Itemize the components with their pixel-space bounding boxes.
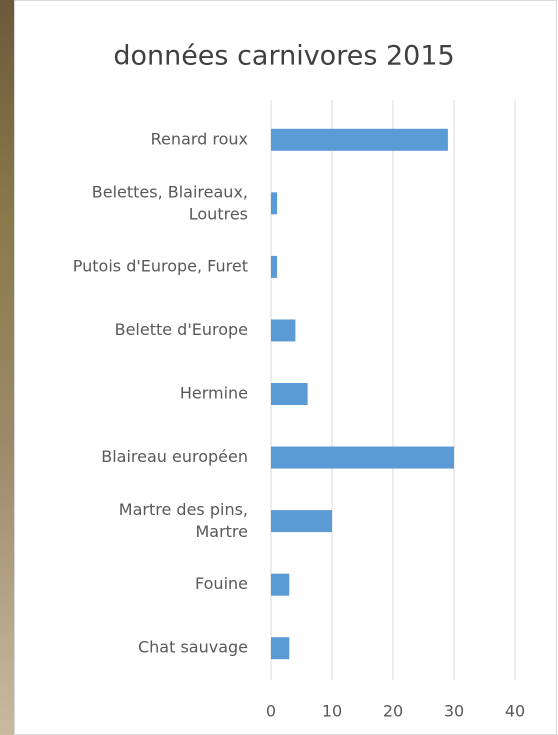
y-tick-label: Hermine (180, 384, 248, 403)
x-tick-label: 40 (505, 702, 525, 721)
chart-frame (15, 1, 557, 735)
y-tick-label: Fouine (195, 574, 248, 593)
bar (271, 319, 295, 341)
bar (271, 383, 308, 405)
x-tick-label: 0 (266, 702, 276, 721)
bar (271, 129, 448, 151)
y-tick-label: Renard roux (151, 129, 248, 148)
bar (271, 447, 454, 469)
bar (271, 574, 289, 596)
x-tick-label: 30 (444, 702, 464, 721)
chart: données carnivores 2015 0 10 20 30 40 Renard … (0, 0, 558, 735)
y-tick-label: Belette d'Europe (115, 320, 248, 339)
bar (271, 510, 332, 532)
y-tick-label: Putois d'Europe, Furet (73, 256, 248, 275)
y-tick-label: Blaireau européen (101, 447, 248, 466)
bar (271, 637, 289, 659)
y-tick-label: Chat sauvage (138, 638, 248, 657)
x-tick-label: 10 (322, 702, 342, 721)
background-photo-strip (0, 0, 14, 735)
chart-title: données carnivores 2015 (113, 41, 454, 72)
bar (271, 256, 277, 278)
bar (271, 192, 277, 214)
x-tick-label: 20 (383, 702, 403, 721)
